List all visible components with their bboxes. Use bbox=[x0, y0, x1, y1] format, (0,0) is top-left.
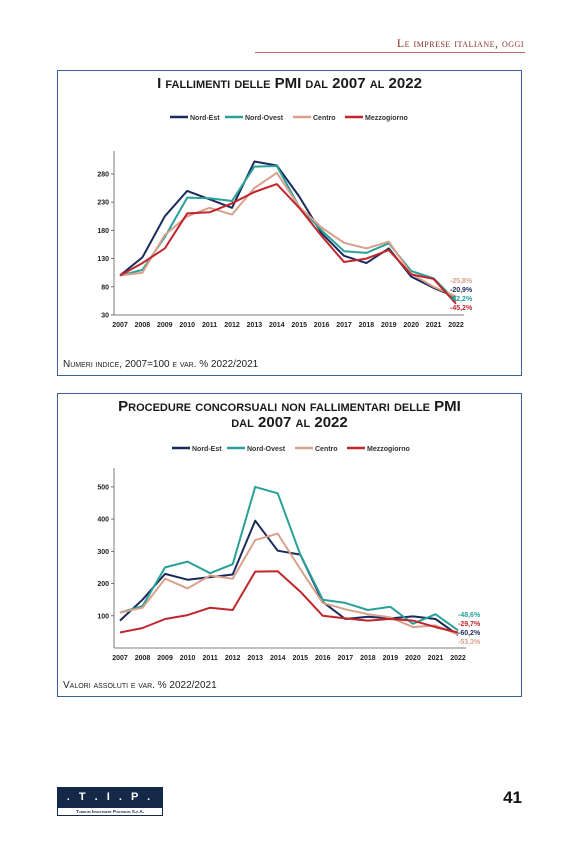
x-tick-label: 2017 bbox=[338, 655, 354, 662]
x-tick-label: 2007 bbox=[112, 322, 128, 329]
legend-label: Nord-Ovest bbox=[245, 115, 284, 122]
x-tick-label: 2021 bbox=[428, 655, 444, 662]
y-tick-label: 300 bbox=[97, 549, 109, 556]
legend-label: Centro bbox=[313, 115, 336, 122]
x-tick-label: 2019 bbox=[383, 655, 399, 662]
series-line-mezzogiorno bbox=[119, 183, 457, 305]
x-tick-label: 2015 bbox=[292, 655, 308, 662]
change-label: -45,2% bbox=[450, 305, 473, 312]
logo-subtext: Tamburi Investment Partners S.p.A. bbox=[57, 807, 163, 816]
legend-item: Nord-Ovest bbox=[227, 446, 286, 453]
header-rule bbox=[255, 52, 525, 53]
chart-title: Procedure concorsuali non fallimentari d… bbox=[58, 399, 521, 431]
y-tick-label: 130 bbox=[97, 256, 109, 263]
legend-item: Nord-Ovest bbox=[225, 115, 284, 122]
chart-panel-fallimenti: I fallimenti delle PMI dal 2007 al 2022 … bbox=[57, 70, 522, 376]
x-tick-label: 2008 bbox=[135, 322, 151, 329]
series-line-nord-ovest bbox=[119, 485, 459, 632]
legend-item: Mezzogiorno bbox=[347, 446, 410, 453]
x-tick-label: 2007 bbox=[112, 655, 128, 662]
x-tick-label: 2020 bbox=[405, 655, 421, 662]
change-label: -42,2% bbox=[450, 296, 473, 303]
legend-item: Nord-Est bbox=[172, 446, 222, 453]
running-title: Le imprese italiane, oggi bbox=[396, 36, 524, 50]
y-tick-label: 100 bbox=[97, 613, 109, 620]
x-tick-label: 2017 bbox=[336, 322, 352, 329]
chart-panel-procedure: Procedure concorsuali non fallimentari d… bbox=[57, 393, 522, 697]
x-tick-label: 2022 bbox=[448, 322, 464, 329]
x-tick-label: 2011 bbox=[203, 655, 218, 662]
x-tick-label: 2010 bbox=[180, 655, 196, 662]
legend-item: Centro bbox=[295, 446, 338, 453]
series-line-mezzogiorno bbox=[119, 570, 459, 634]
x-tick-label: 2011 bbox=[202, 322, 217, 329]
chart-title-line1: Procedure concorsuali non fallimentari d… bbox=[118, 398, 461, 415]
change-label: -48,6% bbox=[458, 612, 481, 619]
x-tick-label: 2016 bbox=[315, 655, 331, 662]
x-tick-label: 2014 bbox=[269, 322, 285, 329]
y-tick-label: 80 bbox=[101, 284, 109, 291]
chart-caption: Valori assoluti e var. % 2022/2021 bbox=[63, 680, 217, 691]
series-line-nord-ovest bbox=[119, 165, 457, 302]
legend-item: Centro bbox=[293, 115, 336, 122]
y-tick-label: 180 bbox=[97, 228, 109, 235]
x-tick-label: 2021 bbox=[426, 322, 442, 329]
change-label: -25,8% bbox=[450, 278, 473, 285]
legend-label: Centro bbox=[315, 446, 338, 453]
legend-label: Nord-Ovest bbox=[247, 446, 286, 453]
x-tick-label: 2012 bbox=[225, 655, 241, 662]
x-tick-label: 2012 bbox=[224, 322, 240, 329]
chart-procedure: Nord-Est Nord-Ovest Centro Mezzogiorno 100 20… bbox=[97, 446, 481, 662]
logo-mark: . T . I . P . bbox=[57, 787, 163, 807]
x-tick-label: 2018 bbox=[359, 322, 375, 329]
legend-item: Mezzogiorno bbox=[345, 115, 408, 122]
x-tick-label: 2018 bbox=[360, 655, 376, 662]
x-tick-label: 2014 bbox=[270, 655, 286, 662]
change-label: -53,3% bbox=[458, 639, 481, 646]
change-label: -60,2% bbox=[458, 630, 481, 637]
y-tick-label: 230 bbox=[97, 200, 109, 207]
legend-label: Nord-Est bbox=[192, 446, 222, 453]
legend-label: Mezzogiorno bbox=[367, 446, 410, 453]
chart-title: I fallimenti delle PMI dal 2007 al 2022 bbox=[157, 75, 422, 92]
x-tick-label: 2015 bbox=[291, 322, 307, 329]
page-number: 41 bbox=[503, 788, 522, 807]
series-line-centro bbox=[119, 532, 459, 636]
chart-fallimenti: Nord-Est Nord-Ovest Centro Mezzogiorno 30 80 1… bbox=[97, 115, 473, 329]
y-tick-label: 200 bbox=[97, 581, 109, 588]
x-tick-label: 2013 bbox=[247, 322, 263, 329]
x-tick-label: 2022 bbox=[450, 655, 466, 662]
change-label: -20,9% bbox=[450, 287, 473, 294]
change-label: -29,7% bbox=[458, 621, 481, 628]
series-line-centro bbox=[119, 171, 457, 298]
legend-item: Nord-Est bbox=[170, 115, 220, 122]
legend-label: Mezzogiorno bbox=[365, 115, 408, 122]
y-tick-label: 280 bbox=[97, 171, 109, 178]
x-tick-label: 2013 bbox=[247, 655, 263, 662]
x-tick-label: 2010 bbox=[179, 322, 195, 329]
chart-title-line2: dal 2007 al 2022 bbox=[231, 414, 348, 431]
x-tick-label: 2009 bbox=[157, 655, 173, 662]
x-tick-label: 2008 bbox=[135, 655, 151, 662]
legend-label: Nord-Est bbox=[190, 115, 220, 122]
y-tick-label: 500 bbox=[97, 484, 109, 491]
x-tick-label: 2009 bbox=[157, 322, 173, 329]
tip-logo: . T . I . P . Tamburi Investment Partner… bbox=[57, 787, 163, 816]
chart-caption: Numeri indice, 2007=100 e var. % 2022/20… bbox=[63, 359, 259, 370]
x-tick-label: 2019 bbox=[381, 322, 397, 329]
y-tick-label: 400 bbox=[97, 517, 109, 524]
x-tick-label: 2020 bbox=[403, 322, 419, 329]
x-tick-label: 2016 bbox=[314, 322, 330, 329]
y-tick-label: 30 bbox=[101, 313, 109, 320]
